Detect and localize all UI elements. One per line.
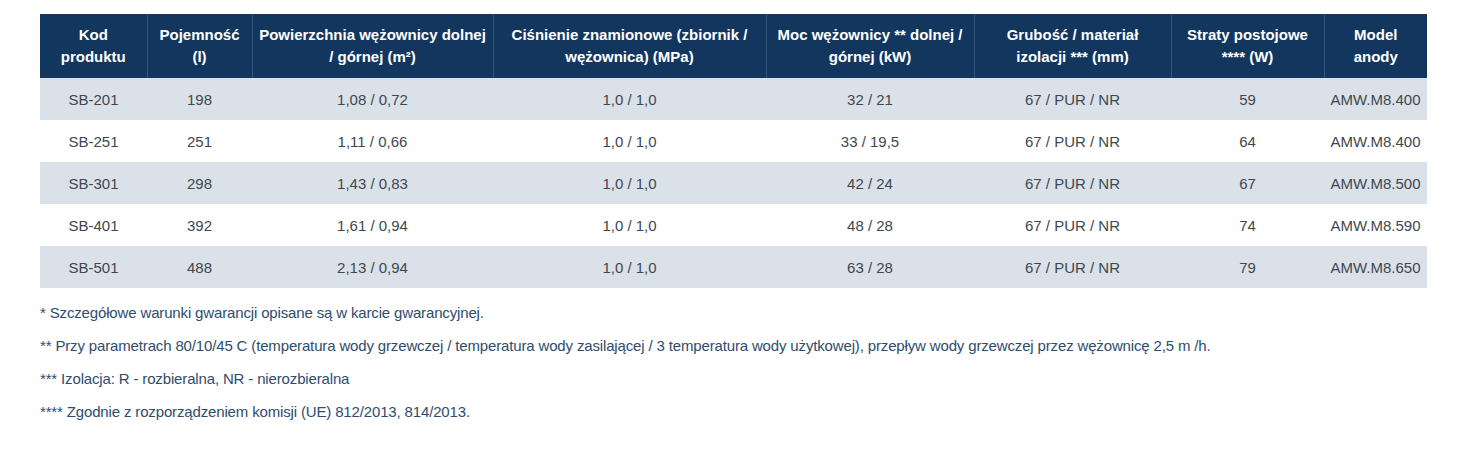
footnote: ** Przy parametrach 80/10/45 C (temperat… bbox=[40, 336, 1466, 356]
footnotes: * Szczegółowe warunki gwarancji opisane … bbox=[0, 288, 1466, 422]
table-cell: SB-501 bbox=[40, 246, 147, 288]
table-cell: SB-301 bbox=[40, 162, 147, 204]
table-row: SB-3012981,43 / 0,831,0 / 1,042 / 2467 /… bbox=[40, 162, 1427, 204]
table-cell: 1,08 / 0,72 bbox=[252, 78, 493, 120]
table-cell: AMW.M8.400 bbox=[1324, 120, 1427, 162]
table-cell: 198 bbox=[147, 78, 252, 120]
table-cell: 67 / PUR / NR bbox=[974, 162, 1171, 204]
table-cell: SB-401 bbox=[40, 204, 147, 246]
table-cell: 33 / 19,5 bbox=[766, 120, 974, 162]
table-cell: 74 bbox=[1171, 204, 1324, 246]
table-cell: 1,0 / 1,0 bbox=[493, 246, 766, 288]
table-cell: 32 / 21 bbox=[766, 78, 974, 120]
column-header: Kod produktu bbox=[40, 14, 147, 78]
table-row: SB-2512511,11 / 0,661,0 / 1,033 / 19,567… bbox=[40, 120, 1427, 162]
table-cell: 392 bbox=[147, 204, 252, 246]
table-cell: 251 bbox=[147, 120, 252, 162]
table-cell: AMW.M8.400 bbox=[1324, 78, 1427, 120]
column-header: Pojemność (l) bbox=[147, 14, 252, 78]
table-cell: SB-201 bbox=[40, 78, 147, 120]
table-cell: AMW.M8.590 bbox=[1324, 204, 1427, 246]
table-body: SB-2011981,08 / 0,721,0 / 1,032 / 2167 /… bbox=[40, 78, 1427, 288]
table-cell: 1,61 / 0,94 bbox=[252, 204, 493, 246]
column-header: Grubość / materiał izolacji *** (mm) bbox=[974, 14, 1171, 78]
table-header: Kod produktuPojemność (l)Powierzchnia wę… bbox=[40, 14, 1427, 78]
column-header: Moc wężownicy ** dolnej / górnej (kW) bbox=[766, 14, 974, 78]
table-cell: 67 / PUR / NR bbox=[974, 120, 1171, 162]
column-header: Model anody bbox=[1324, 14, 1427, 78]
table-cell: 67 / PUR / NR bbox=[974, 78, 1171, 120]
table-cell: 63 / 28 bbox=[766, 246, 974, 288]
table-cell: 59 bbox=[1171, 78, 1324, 120]
table-cell: 67 bbox=[1171, 162, 1324, 204]
table-cell: 298 bbox=[147, 162, 252, 204]
table-cell: 67 / PUR / NR bbox=[974, 204, 1171, 246]
table-cell: 48 / 28 bbox=[766, 204, 974, 246]
table-cell: 1,0 / 1,0 bbox=[493, 162, 766, 204]
table-cell: 488 bbox=[147, 246, 252, 288]
footnote: **** Zgodnie z rozporządzeniem komisji (… bbox=[40, 402, 1466, 422]
table-cell: AMW.M8.500 bbox=[1324, 162, 1427, 204]
table-row: SB-5014882,13 / 0,941,0 / 1,063 / 2867 /… bbox=[40, 246, 1427, 288]
table-cell: 1,43 / 0,83 bbox=[252, 162, 493, 204]
footnote: * Szczegółowe warunki gwarancji opisane … bbox=[40, 303, 1466, 323]
table-cell: AMW.M8.650 bbox=[1324, 246, 1427, 288]
product-table-section: Kod produktuPojemność (l)Powierzchnia wę… bbox=[0, 0, 1466, 288]
table-cell: 42 / 24 bbox=[766, 162, 974, 204]
table-cell: 67 / PUR / NR bbox=[974, 246, 1171, 288]
table-cell: SB-251 bbox=[40, 120, 147, 162]
column-header: Straty postojowe **** (W) bbox=[1171, 14, 1324, 78]
column-header: Powierzchnia wężownicy dolnej / górnej (… bbox=[252, 14, 493, 78]
table-row: SB-4013921,61 / 0,941,0 / 1,048 / 2867 /… bbox=[40, 204, 1427, 246]
table-cell: 1,0 / 1,0 bbox=[493, 120, 766, 162]
header-row: Kod produktuPojemność (l)Powierzchnia wę… bbox=[40, 14, 1427, 78]
footnote: *** Izolacja: R - rozbieralna, NR - nier… bbox=[40, 369, 1466, 389]
table-cell: 1,0 / 1,0 bbox=[493, 78, 766, 120]
product-spec-table: Kod produktuPojemność (l)Powierzchnia wę… bbox=[40, 14, 1427, 288]
table-cell: 2,13 / 0,94 bbox=[252, 246, 493, 288]
table-cell: 1,0 / 1,0 bbox=[493, 204, 766, 246]
table-row: SB-2011981,08 / 0,721,0 / 1,032 / 2167 /… bbox=[40, 78, 1427, 120]
table-cell: 64 bbox=[1171, 120, 1324, 162]
column-header: Ciśnienie znamionowe (zbiornik / wężowni… bbox=[493, 14, 766, 78]
table-cell: 1,11 / 0,66 bbox=[252, 120, 493, 162]
table-cell: 79 bbox=[1171, 246, 1324, 288]
